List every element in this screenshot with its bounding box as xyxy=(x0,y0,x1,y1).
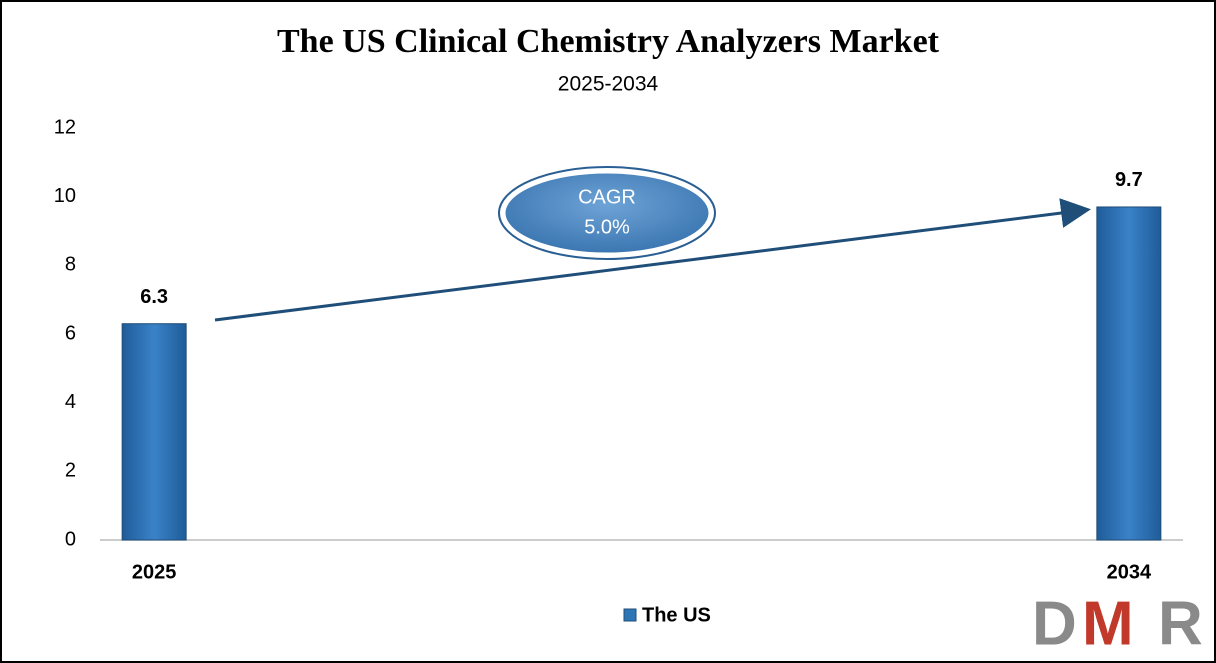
bar xyxy=(121,323,187,541)
cagr-bubble-outline xyxy=(498,166,716,260)
x-tick-label: 2034 xyxy=(1107,561,1152,583)
y-tick-label: 0 xyxy=(65,528,76,550)
cagr-arrow xyxy=(214,198,1091,322)
x-tick-label: 2025 xyxy=(132,561,177,583)
data-label: 9.7 xyxy=(1115,169,1143,191)
logo-letter: R xyxy=(1158,589,1203,658)
y-tick-label: 10 xyxy=(54,185,76,207)
y-tick-label: 12 xyxy=(54,116,76,138)
logo-letter: M xyxy=(1082,589,1134,658)
y-tick-label: 8 xyxy=(65,254,76,276)
annotation: CAGR xyxy=(578,186,636,208)
legend-label: The US xyxy=(642,604,711,626)
chart-title: The US Clinical Chemistry Analyzers Mark… xyxy=(277,23,940,60)
cagr-bubble xyxy=(500,168,714,258)
bar xyxy=(1096,206,1162,541)
y-tick-label: 4 xyxy=(65,391,76,413)
y-tick-label: 6 xyxy=(65,322,76,344)
data-label: 6.3 xyxy=(140,286,168,308)
legend-swatch xyxy=(623,608,637,622)
y-tick-label: 2 xyxy=(65,460,76,482)
annotation: 5.0% xyxy=(584,216,630,238)
chart-subtitle: 2025-2034 xyxy=(558,73,659,96)
logo-letter: D xyxy=(1032,589,1077,658)
